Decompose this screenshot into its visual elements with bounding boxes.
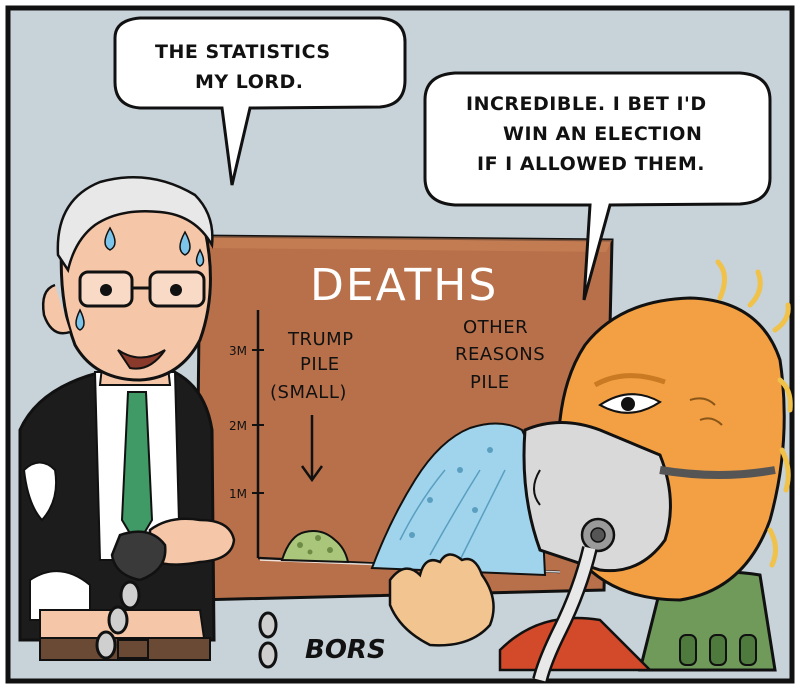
speech-bubble-right: INCREDIBLE. I BET I'D WIN AN ELECTION IF… — [423, 71, 772, 301]
artist-signature: BORS — [305, 635, 386, 665]
shackle — [110, 530, 167, 582]
speech-left-line-2: MY LORD. — [195, 71, 303, 93]
fauci-character — [18, 175, 278, 669]
fauci-tie — [120, 391, 154, 547]
fauci-hand — [148, 517, 236, 566]
chain-icon — [95, 580, 278, 669]
tick-label-2m: 2M — [229, 419, 247, 433]
trump-character — [388, 259, 793, 683]
oxygen-mask — [522, 421, 672, 573]
tick-label-3m: 3M — [229, 344, 247, 358]
speech-right-line-2: WIN AN ELECTION — [503, 123, 702, 145]
other-pile-label-line-1: OTHER — [463, 317, 528, 338]
other-pile-label-line-3: PILE — [470, 372, 510, 393]
down-arrow-icon — [300, 415, 324, 483]
other-pile-label-line-2: REASONS — [455, 344, 545, 365]
trump-hair — [715, 259, 793, 568]
other-reasons-pile — [370, 422, 547, 577]
fauci-belt — [39, 637, 211, 661]
chart-board: 3M 2M 1M DEATHS TRUMP PILE (SMALL) OTHER… — [194, 234, 614, 602]
fauci-hair — [56, 175, 214, 274]
trump-pile-label-line-2: PILE — [300, 354, 340, 375]
speech-right-line-3: IF I ALLOWED THEM. — [477, 153, 705, 175]
trump-pile-label-line-1: TRUMP — [287, 329, 354, 350]
trump-hand — [388, 553, 495, 647]
speech-left-line-1: THE STATISTICS — [155, 41, 331, 63]
tick-label-1m: 1M — [229, 487, 247, 501]
sweat-drops-icon — [75, 226, 205, 331]
chart-title: DEATHS — [310, 260, 498, 311]
speech-bubble-left: THE STATISTICS MY LORD. — [113, 16, 407, 186]
speech-right-line-1: INCREDIBLE. I BET I'D — [466, 93, 707, 115]
trump-pile-label-line-3: (SMALL) — [270, 382, 347, 403]
trump-pile — [280, 530, 350, 564]
